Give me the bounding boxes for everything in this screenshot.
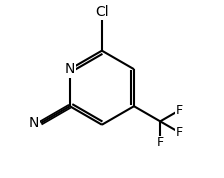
Text: F: F: [175, 104, 182, 117]
Text: N: N: [65, 62, 75, 76]
Text: Cl: Cl: [95, 5, 109, 19]
Text: F: F: [157, 136, 164, 149]
Text: N: N: [28, 116, 39, 130]
Text: F: F: [175, 126, 182, 139]
